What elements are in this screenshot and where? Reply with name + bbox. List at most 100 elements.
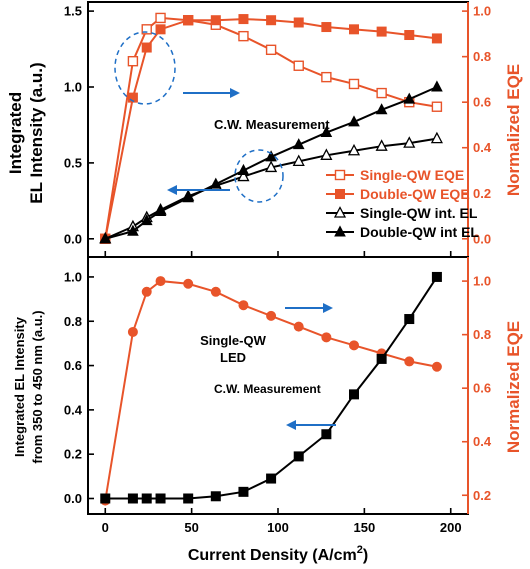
x-tick-label: 200: [440, 520, 462, 535]
series-0: [100, 276, 442, 506]
series-3: [99, 80, 443, 244]
legend-item: Single-QW int. EL: [326, 205, 478, 221]
bottom-y-axis-label-2: from 350 to 450 nm (a.u.): [30, 310, 45, 463]
top-y-axis-label: Integrated: [6, 92, 25, 174]
data-point: [293, 451, 304, 462]
y-tick-label-left: 0.6: [64, 358, 82, 373]
bottom-right-y-axis-label: Normalized EQE: [504, 321, 523, 453]
data-point: [210, 15, 221, 26]
highlight-ellipse-eqe: [114, 31, 176, 105]
data-point: [375, 139, 388, 151]
y-tick-label-right: 1.0: [473, 4, 491, 19]
top-series: [99, 12, 443, 244]
y-tick-label-right: 0.2: [473, 488, 491, 503]
x-tick-label: 150: [354, 520, 376, 535]
y-tick-label-left: 0.0: [64, 231, 82, 246]
data-point: [210, 491, 221, 502]
legend-label: Double-QW int EL: [360, 224, 479, 240]
data-point: [431, 271, 442, 282]
bottom-annotation-line2: LED: [220, 350, 246, 365]
data-point: [183, 493, 194, 504]
data-point: [293, 17, 304, 28]
y-tick-label-right: 0.4: [473, 140, 492, 155]
data-point: [376, 26, 387, 37]
data-point: [155, 12, 166, 24]
data-point: [431, 101, 443, 112]
y-tick-label-right: 0.6: [473, 95, 491, 110]
data-point: [321, 22, 332, 33]
y-tick-label-left: 0.5: [64, 155, 82, 170]
series-1: [100, 271, 442, 504]
data-point: [127, 55, 139, 67]
data-point: [348, 78, 360, 90]
x-axis-label-end: ): [363, 547, 368, 564]
data-point: [210, 286, 221, 297]
data-point: [292, 154, 305, 167]
data-point: [349, 340, 359, 351]
bottom-annotation2: C.W. Measurement: [214, 382, 321, 396]
highlight-ellipse-el: [234, 149, 284, 203]
legend: Single-QW EQE Double-QW EQE Single-QW int.…: [326, 167, 479, 240]
y-tick-label-left: 1.5: [64, 4, 82, 19]
top-right-y-ticks: 0.0 0.2 0.4 0.6 0.8 1.0: [462, 4, 492, 246]
data-point: [238, 486, 249, 497]
y-tick-label-right: 0.8: [473, 49, 491, 64]
data-point: [265, 150, 277, 162]
y-tick-label-right: 0.6: [473, 381, 491, 396]
data-point: [238, 14, 249, 25]
y-tick-label-right: 1.0: [473, 274, 491, 289]
top-y-axis-label-2: EL Intensity (a.u.): [27, 62, 46, 203]
data-point: [320, 125, 333, 138]
data-point: [99, 232, 112, 244]
data-point: [349, 389, 359, 400]
bottom-right-y-ticks: 0.2 0.4 0.6 0.8 1.0: [462, 274, 492, 503]
legend-label: Single-QW EQE: [360, 167, 464, 183]
legend-label: Single-QW int. EL: [360, 205, 478, 221]
y-tick-label-right: 0.4: [473, 434, 492, 449]
data-point: [321, 71, 332, 83]
data-point: [321, 332, 332, 343]
top-panel: 0.0 0.5 1.0 1.5 0.0 0.2 0.4 0.6 0.8 1.0 C.W. Mea…: [6, 1, 523, 258]
legend-label: Double-QW EQE: [360, 186, 470, 202]
data-point: [265, 160, 278, 173]
x-tick-label: 100: [267, 520, 289, 535]
data-point: [376, 353, 387, 364]
y-tick-label-left: 0.4: [64, 402, 83, 417]
data-point: [183, 15, 194, 26]
legend-marker: [335, 189, 345, 199]
data-point: [404, 356, 415, 367]
data-point: [127, 326, 138, 337]
arrow-right-bottom: [285, 303, 333, 313]
data-point: [404, 314, 415, 325]
bottom-x-ticks: 0 50 100 150 200: [102, 508, 462, 535]
legend-item: Single-QW EQE: [326, 167, 464, 183]
data-point: [431, 361, 442, 372]
x-axis-label-main: Current Density (A/cm: [188, 547, 357, 564]
data-point: [154, 204, 167, 216]
data-point: [431, 80, 443, 92]
data-point: [266, 473, 277, 484]
data-point: [141, 493, 152, 504]
y-tick-label-right: 0.8: [473, 327, 491, 342]
data-point: [183, 278, 194, 289]
legend-marker: [334, 169, 346, 181]
data-point: [127, 224, 139, 236]
data-point: [376, 87, 387, 99]
y-tick-label-left: 0.0: [64, 491, 82, 506]
data-point: [140, 213, 153, 226]
x-axis-label-sup: 2: [357, 544, 363, 556]
data-point: [238, 30, 249, 42]
data-point: [348, 115, 360, 127]
data-point: [349, 24, 359, 35]
data-point: [237, 163, 250, 175]
y-tick-label-left: 0.8: [64, 314, 82, 329]
data-point: [237, 169, 250, 182]
data-point: [209, 177, 222, 189]
bottom-panel: 0.0 0.2 0.4 0.6 0.8 1.0 0.2 0.4 0.6 0.8 1.0 0 50 10…: [12, 256, 523, 564]
top-annotation: C.W. Measurement: [214, 117, 330, 132]
data-point: [266, 310, 277, 321]
data-point: [431, 33, 442, 44]
x-tick-label: 0: [102, 520, 109, 535]
bottom-left-y-ticks: 0.0 0.2 0.4 0.6 0.8 1.0: [64, 269, 94, 506]
arrow-right-top: [183, 88, 240, 98]
